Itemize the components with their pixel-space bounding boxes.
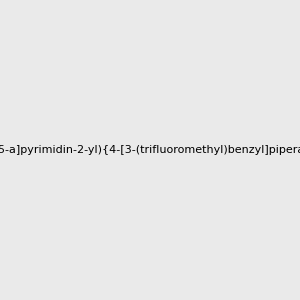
Text: (6-Bromopyrazolo[1,5-a]pyrimidin-2-yl){4-[3-(trifluoromethyl)benzyl]piperazin-1-: (6-Bromopyrazolo[1,5-a]pyrimidin-2-yl){4… — [0, 145, 300, 155]
